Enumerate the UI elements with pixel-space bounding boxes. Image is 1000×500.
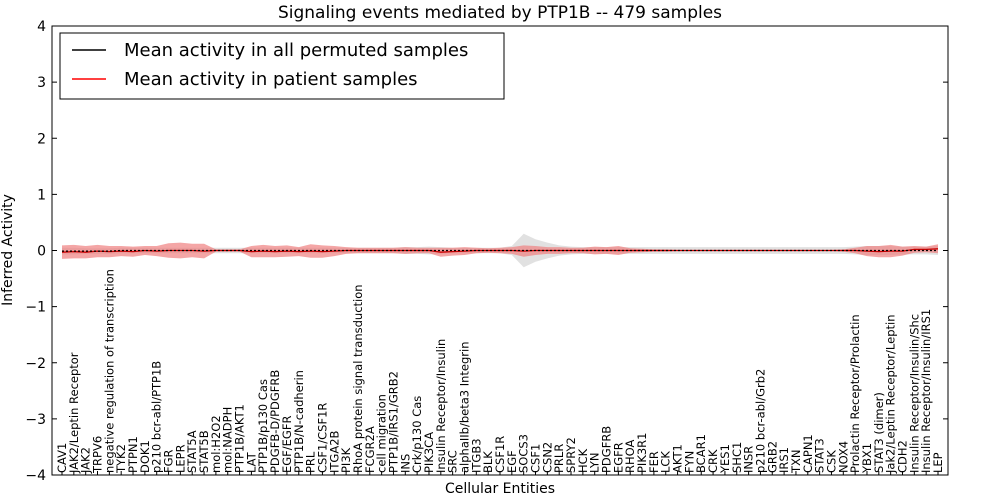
entity-label: Insulin Receptor/Insulin/IRS1 bbox=[919, 309, 933, 473]
entity-label: EGF/EGFR bbox=[280, 416, 294, 473]
entity-label: FCGR2A bbox=[363, 426, 377, 473]
y-tick-label: 1 bbox=[37, 187, 46, 203]
chart-title: Signaling events mediated by PTP1B -- 47… bbox=[278, 3, 722, 23]
entity-label: INSR bbox=[742, 446, 756, 473]
entity-label: CSF1R bbox=[493, 436, 507, 473]
y-tick-label: −4 bbox=[25, 468, 46, 484]
y-tick-label: 0 bbox=[37, 244, 46, 260]
y-tick-label: 4 bbox=[37, 19, 46, 35]
entity-label: PIK3CA bbox=[422, 432, 436, 473]
entity-label: CSF1/CSF1R bbox=[315, 403, 329, 473]
entity-label: DOK1 bbox=[138, 440, 152, 473]
entity-label: mol:NADPH bbox=[221, 407, 235, 473]
entity-label: IRS1 bbox=[777, 447, 791, 473]
entity-label: BCAR1 bbox=[694, 434, 708, 473]
y-axis-ticks: 4 3 2 1 0 −1 −2 −3 −4 bbox=[25, 19, 948, 484]
entity-label: LYN bbox=[588, 452, 602, 473]
entity-label: INS bbox=[398, 454, 412, 473]
entity-label: NOX4 bbox=[836, 441, 850, 473]
x-axis-label: Cellular Entities bbox=[445, 481, 555, 497]
entity-label: STAT5A bbox=[185, 430, 199, 473]
entity-label: FER bbox=[647, 451, 661, 473]
entity-label: GRB2 bbox=[765, 441, 779, 473]
entity-label: LEP bbox=[931, 452, 945, 473]
entity-label: LEPR bbox=[173, 444, 187, 473]
entity-label: mol:H2O2 bbox=[209, 415, 223, 473]
entity-label: PTP1B/N-cadherin bbox=[292, 370, 306, 473]
entity-label: STAT3 bbox=[813, 438, 827, 473]
entity-label: EGFR bbox=[611, 442, 625, 473]
entity-label: alphaIIb/beta3 Integrin bbox=[457, 341, 471, 473]
legend-box bbox=[59, 32, 505, 100]
entity-label: PIK3R1 bbox=[635, 433, 649, 474]
entity-label: cell migration bbox=[375, 394, 389, 473]
entity-label: STAT5B bbox=[197, 430, 211, 473]
entity-label: RHOA bbox=[623, 440, 637, 473]
legend: Mean activity in all permuted samples Me… bbox=[59, 32, 505, 100]
y-tick-label: 2 bbox=[37, 131, 46, 147]
entity-label: BLK bbox=[481, 451, 495, 473]
entity-label: SHC1 bbox=[730, 442, 744, 473]
entity-label: LAT bbox=[244, 451, 258, 473]
entity-label: PTP1B/AKT1 bbox=[233, 404, 247, 473]
entity-label: PDGFB-D/PDGFRB bbox=[268, 370, 282, 473]
entity-label: PI3K bbox=[339, 447, 353, 473]
y-tick-label: 3 bbox=[37, 75, 46, 91]
entity-label: PTP1B/p130 Cas bbox=[256, 379, 270, 473]
entity-label: YBX1 bbox=[860, 443, 874, 474]
entity-label: CSK bbox=[824, 450, 838, 473]
entity-label: p210 bcr-abl/PTP1B bbox=[150, 361, 164, 473]
entity-label: CAV1 bbox=[55, 443, 69, 473]
y-tick-label: −3 bbox=[25, 412, 46, 428]
entity-label: FGR bbox=[162, 449, 176, 473]
entity-label: PTPN1 bbox=[126, 436, 140, 473]
entity-label: CAPN1 bbox=[801, 434, 815, 473]
entity-label: Jak2/Leptin Receptor/Leptin bbox=[884, 315, 898, 474]
legend-label-patient: Mean activity in patient samples bbox=[124, 69, 418, 90]
entity-label: FYN bbox=[682, 451, 696, 473]
entity-label: TYK2 bbox=[114, 444, 128, 474]
entity-label: p210 bcr-abl/Grb2 bbox=[753, 369, 767, 473]
entity-label: TRPV6 bbox=[91, 436, 105, 474]
entity-label: Insulin Receptor/Insulin bbox=[434, 339, 448, 473]
entity-label: negative regulation of transcription bbox=[102, 269, 116, 473]
entity-label: YES1 bbox=[718, 444, 732, 474]
entity-label: Insulin Receptor/Insulin/Shc bbox=[907, 314, 921, 473]
y-axis-label: Inferred Activity bbox=[0, 194, 16, 306]
permuted-mean-line bbox=[62, 249, 938, 252]
entity-label: Prolactin Receptor/Prolactin bbox=[848, 314, 862, 473]
legend-label-permuted: Mean activity in all permuted samples bbox=[124, 40, 468, 61]
entity-label: ITGA2B bbox=[327, 430, 341, 473]
entity-label: SRC bbox=[446, 450, 460, 473]
entity-label: LCK bbox=[659, 451, 673, 473]
entity-label: EGF bbox=[505, 450, 519, 473]
entity-label: PRL bbox=[304, 451, 318, 473]
entity-label: SOCS3 bbox=[517, 434, 531, 473]
entity-label: Crk/p130 Cas bbox=[410, 396, 424, 473]
y-tick-label: −2 bbox=[25, 356, 46, 372]
entity-label: CDH2 bbox=[895, 440, 909, 473]
entity-label: PTP1B/IRS1/GRB2 bbox=[386, 371, 400, 473]
entity-label: CSF1 bbox=[529, 444, 543, 473]
series-lines bbox=[61, 248, 939, 253]
entity-label: JAK2/Leptin Receptor bbox=[67, 352, 81, 474]
entity-label: ITGB3 bbox=[469, 438, 483, 473]
entity-label: SPRY2 bbox=[564, 437, 578, 473]
entity-label: HCK bbox=[576, 448, 590, 473]
entity-label: STAT3 (dimer) bbox=[872, 392, 886, 473]
entity-label: PRLR bbox=[552, 444, 566, 473]
entity-label: JAK2 bbox=[79, 447, 93, 474]
entity-label: PDGFRB bbox=[600, 426, 614, 473]
entity-label: CSN2 bbox=[540, 442, 554, 473]
entity-label: AKT1 bbox=[671, 444, 685, 473]
entity-label: CRK bbox=[706, 449, 720, 473]
entity-label: TXN bbox=[789, 449, 803, 474]
entity-label: RhoA protein signal transduction bbox=[351, 284, 365, 473]
y-tick-label: −1 bbox=[25, 300, 46, 316]
